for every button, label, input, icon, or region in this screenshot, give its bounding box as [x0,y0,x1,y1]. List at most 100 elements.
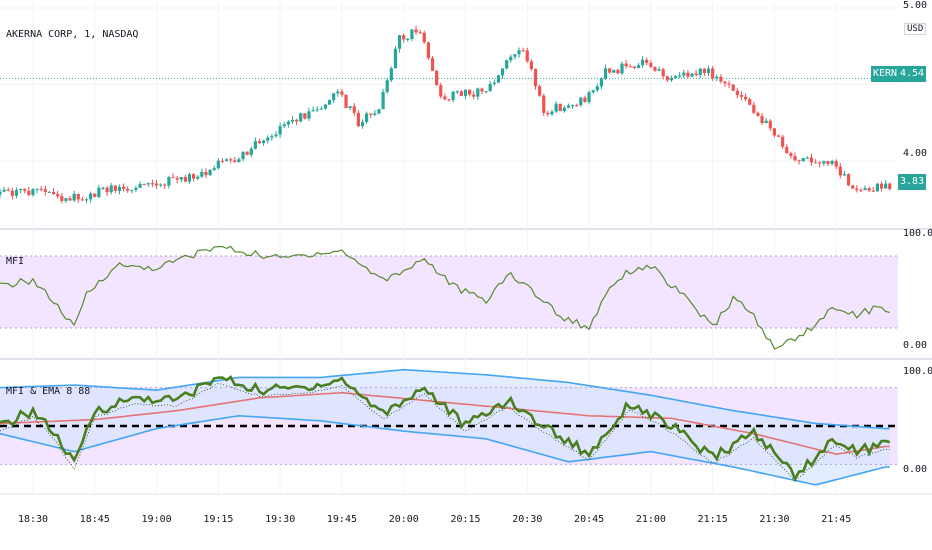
candle-down [175,178,179,180]
candle-down [467,89,472,95]
candle-down [154,183,159,186]
price-tick-bottom: 4.00 [903,148,928,159]
candle-down [113,185,117,191]
candle-up [274,134,278,137]
candle-down [80,199,84,201]
candle-up [365,113,369,122]
candle-down [229,159,233,161]
candle-down [27,190,31,195]
candle-down [418,32,422,34]
candle-up [286,121,290,125]
candle-up [579,97,583,106]
candle-up [336,91,340,94]
candle-down [686,72,690,77]
candle-up [393,48,398,69]
candle-up [566,105,571,108]
candle-down [739,95,744,97]
candle-up [496,75,501,83]
time-tick-label: 20:15 [450,514,481,525]
candle-up [262,140,266,144]
candle-down [294,119,299,122]
candle-up [249,148,253,155]
candle-up [377,109,381,114]
candle-down [731,84,735,91]
time-tick-label: 21:30 [759,514,790,525]
candle-down [735,90,739,96]
candle-down [369,113,373,115]
candle-down [645,59,649,63]
candle-down [126,188,130,191]
candle-up [200,172,204,177]
candle-up [196,176,200,179]
candle-up [612,69,616,73]
candle-up [167,177,171,186]
candle-up [764,120,768,124]
time-tick-label: 19:15 [203,514,234,525]
candle-down [303,113,307,119]
candle-up [657,69,661,71]
candle-down [245,151,249,155]
candle-down [204,172,208,176]
candle-up [89,193,93,200]
candle-down [60,196,64,201]
candle-down [340,91,344,95]
candle-down [257,141,262,144]
candle-up [208,169,212,176]
candle-down [702,68,706,74]
candle-up [72,193,76,201]
candle-down [723,81,727,84]
candle-down [23,189,27,191]
candle-up [385,80,389,92]
mfi-line [0,245,890,350]
candle-up [216,160,220,169]
candle-up [842,174,847,176]
currency-label[interactable]: USD [904,23,927,35]
candle-up [406,38,410,40]
candle-up [690,73,694,77]
candle-up [64,198,68,201]
candle-down [748,99,752,105]
candle-down [851,185,855,189]
candle-up [822,161,826,164]
mfi-ema-tick-bottom: 0.00 [903,464,928,475]
candle-up [14,189,19,196]
candle-down [39,188,43,190]
candle-up [517,50,521,55]
candle-down [447,99,451,101]
candle-up [706,68,711,74]
candle-up [253,141,257,149]
time-tick-label: 19:30 [265,514,296,525]
candle-down [533,69,538,87]
candle-up [237,159,241,162]
candle-down [121,186,126,189]
candle-up [319,108,323,110]
mfi-ema-pane-label: MFI & EMA 8 88 [6,386,91,397]
candle-up [138,183,142,188]
candle-down [859,190,863,192]
candle-up [241,151,245,160]
candle-up [678,75,682,77]
candle-up [455,91,459,93]
candle-up [587,92,591,103]
candle-down [105,187,109,193]
candle-up [550,111,554,115]
candle-down [575,105,579,107]
candle-up [117,186,122,191]
candle-down [814,162,818,164]
candle-down [776,135,781,137]
candle-down [846,174,851,186]
candle-down [43,189,47,192]
candle-up [884,183,888,189]
candle-up [669,78,674,81]
candle-up [801,158,805,162]
candle-down [480,88,484,92]
candle-down [171,177,175,179]
candle-up [603,68,608,79]
current-price-badge: 3.83 [898,174,927,190]
candle-up [509,56,513,61]
mfi-pane-label: MFI [6,256,25,267]
candle-up [278,126,282,135]
candle-down [220,160,225,162]
candle-up [641,59,645,66]
